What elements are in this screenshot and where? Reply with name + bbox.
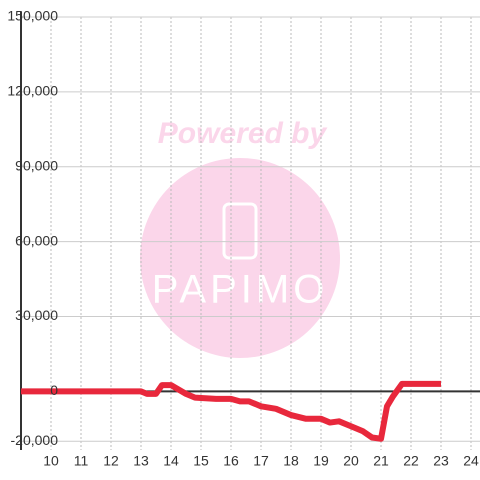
watermark-icon — [222, 202, 258, 260]
x-tick-label: 17 — [253, 453, 269, 469]
x-tick-label: 20 — [343, 453, 359, 469]
x-tick-label: 16 — [223, 453, 239, 469]
y-tick-label: 120,000 — [7, 83, 58, 99]
x-tick-label: 10 — [43, 453, 59, 469]
y-tick-label: 60,000 — [15, 232, 58, 248]
y-tick-label: 0 — [50, 382, 58, 398]
y-tick-label: 150,000 — [7, 8, 58, 24]
watermark-bottom: PAPIMO — [152, 268, 329, 312]
watermark-top: Powered by — [158, 117, 328, 150]
x-tick-label: 21 — [373, 453, 389, 469]
x-tick-label: 14 — [163, 453, 179, 469]
y-tick-label: 90,000 — [15, 157, 58, 173]
x-tick-label: 11 — [74, 453, 89, 469]
x-tick-label: 15 — [193, 453, 209, 469]
series-line — [21, 380, 441, 442]
x-tick-label: 19 — [313, 453, 329, 469]
x-tick-label: 12 — [103, 453, 119, 469]
x-tick-label: 23 — [433, 453, 449, 469]
x-tick-label: 24 — [463, 453, 479, 469]
x-tick-label: 18 — [283, 453, 299, 469]
x-tick-label: 22 — [403, 453, 419, 469]
x-tick-label: 13 — [133, 453, 149, 469]
y-tick-label: -20,000 — [11, 432, 59, 448]
y-tick-label: 30,000 — [15, 307, 58, 323]
